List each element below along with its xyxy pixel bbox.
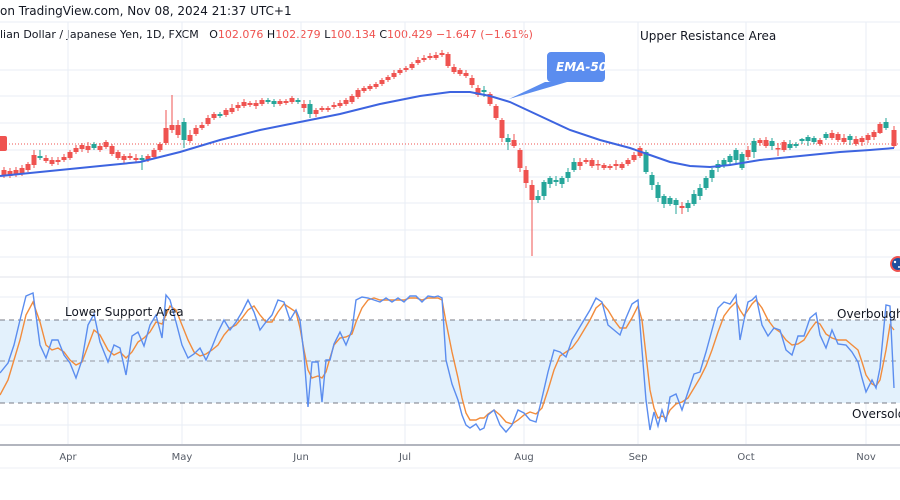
last-price-tag <box>0 136 7 151</box>
overbought-label: Overbought <box>837 307 900 321</box>
callout-bubble <box>509 52 605 99</box>
oversold-label: Oversold <box>852 407 900 421</box>
open-value: 102.076 <box>217 28 264 41</box>
open-label: O <box>209 28 218 41</box>
stoch-d-line <box>0 297 895 425</box>
time-label: Sep <box>629 452 648 463</box>
close-label: C <box>379 28 388 41</box>
time-label: Nov <box>856 452 876 463</box>
symbol-title: lian Dollar / Japanese Yen, 1D, FXCM <box>0 28 199 41</box>
symbol-ohlc-line: lian Dollar / Japanese Yen, 1D, FXCM O10… <box>0 28 533 41</box>
time-label: Aug <box>514 452 534 463</box>
ema-callout[interactable]: EMA-50 <box>509 52 607 99</box>
lower-support-label: Lower Support Area <box>65 305 184 319</box>
time-label: Jul <box>398 452 411 463</box>
australia-flag-icon[interactable] <box>890 256 900 272</box>
change-value: −1.647 <box>436 28 477 41</box>
time-label: May <box>172 452 193 463</box>
low-value: 100.134 <box>330 28 376 41</box>
stoch-k-line <box>0 291 895 434</box>
time-axis[interactable]: Apr May Jun Jul Aug Sep Oct Nov <box>59 452 875 463</box>
close-value: 100.429 <box>387 28 433 41</box>
high-label: H <box>266 28 276 41</box>
candlestick-series <box>1 50 897 256</box>
change-percent: (−1.61%) <box>480 28 533 41</box>
ema-callout-label: EMA-50 <box>556 60 607 74</box>
upper-resistance-label: Upper Resistance Area <box>640 29 776 43</box>
source-line: on TradingView.com, Nov 08, 2024 21:37 U… <box>0 4 292 18</box>
ema-50-line <box>0 91 895 177</box>
time-label: Apr <box>59 452 77 463</box>
low-label: L <box>324 28 331 41</box>
high-value: 102.279 <box>275 28 321 41</box>
time-label: Jun <box>292 452 309 463</box>
time-label: Oct <box>737 452 754 463</box>
